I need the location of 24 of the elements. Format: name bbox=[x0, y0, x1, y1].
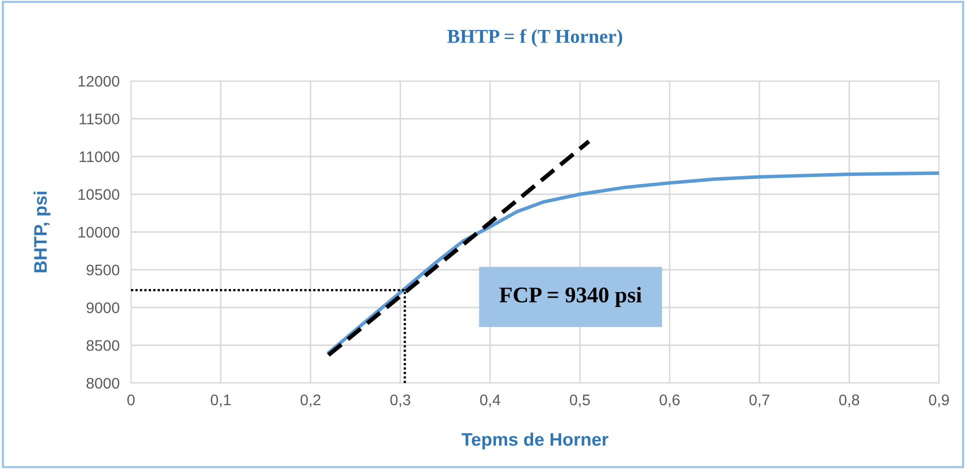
line-series bbox=[326, 171, 939, 355]
x-tick-label: 0,2 bbox=[300, 394, 320, 408]
x-tick-label: 0,6 bbox=[660, 394, 680, 408]
x-axis-title: Tepms de Horner bbox=[462, 432, 608, 450]
x-tick-label: 0,7 bbox=[749, 394, 770, 408]
chart-title: BHTP = f (T Horner) bbox=[447, 29, 622, 47]
x-tick-label: 0,8 bbox=[839, 394, 860, 408]
x-tick-label: 0,1 bbox=[210, 394, 231, 408]
annotation: FCP = 9340 psi bbox=[499, 286, 642, 308]
y-axis-title: BHTP, psi bbox=[34, 192, 50, 272]
x-tick-label: 0,5 bbox=[570, 394, 590, 408]
y-tick-label: 8000 bbox=[86, 378, 120, 389]
x-tick-label: 0 bbox=[127, 394, 135, 406]
x-tick-label: 0,9 bbox=[928, 394, 949, 408]
y-tick-label: 10000 bbox=[78, 226, 120, 238]
y-tick-label: 11000 bbox=[80, 151, 120, 162]
y-tick-label: 8500 bbox=[86, 340, 120, 351]
y-tick-label: 10500 bbox=[78, 189, 120, 200]
y-tick-label: 11500 bbox=[80, 114, 120, 124]
y-tick-label: 12000 bbox=[78, 76, 120, 87]
x-tick-label: 0,3 bbox=[390, 394, 410, 408]
y-tick-label: 9000 bbox=[86, 302, 120, 314]
y-tick-label: 9500 bbox=[86, 264, 120, 276]
x-tick-label: 0,4 bbox=[480, 394, 500, 408]
